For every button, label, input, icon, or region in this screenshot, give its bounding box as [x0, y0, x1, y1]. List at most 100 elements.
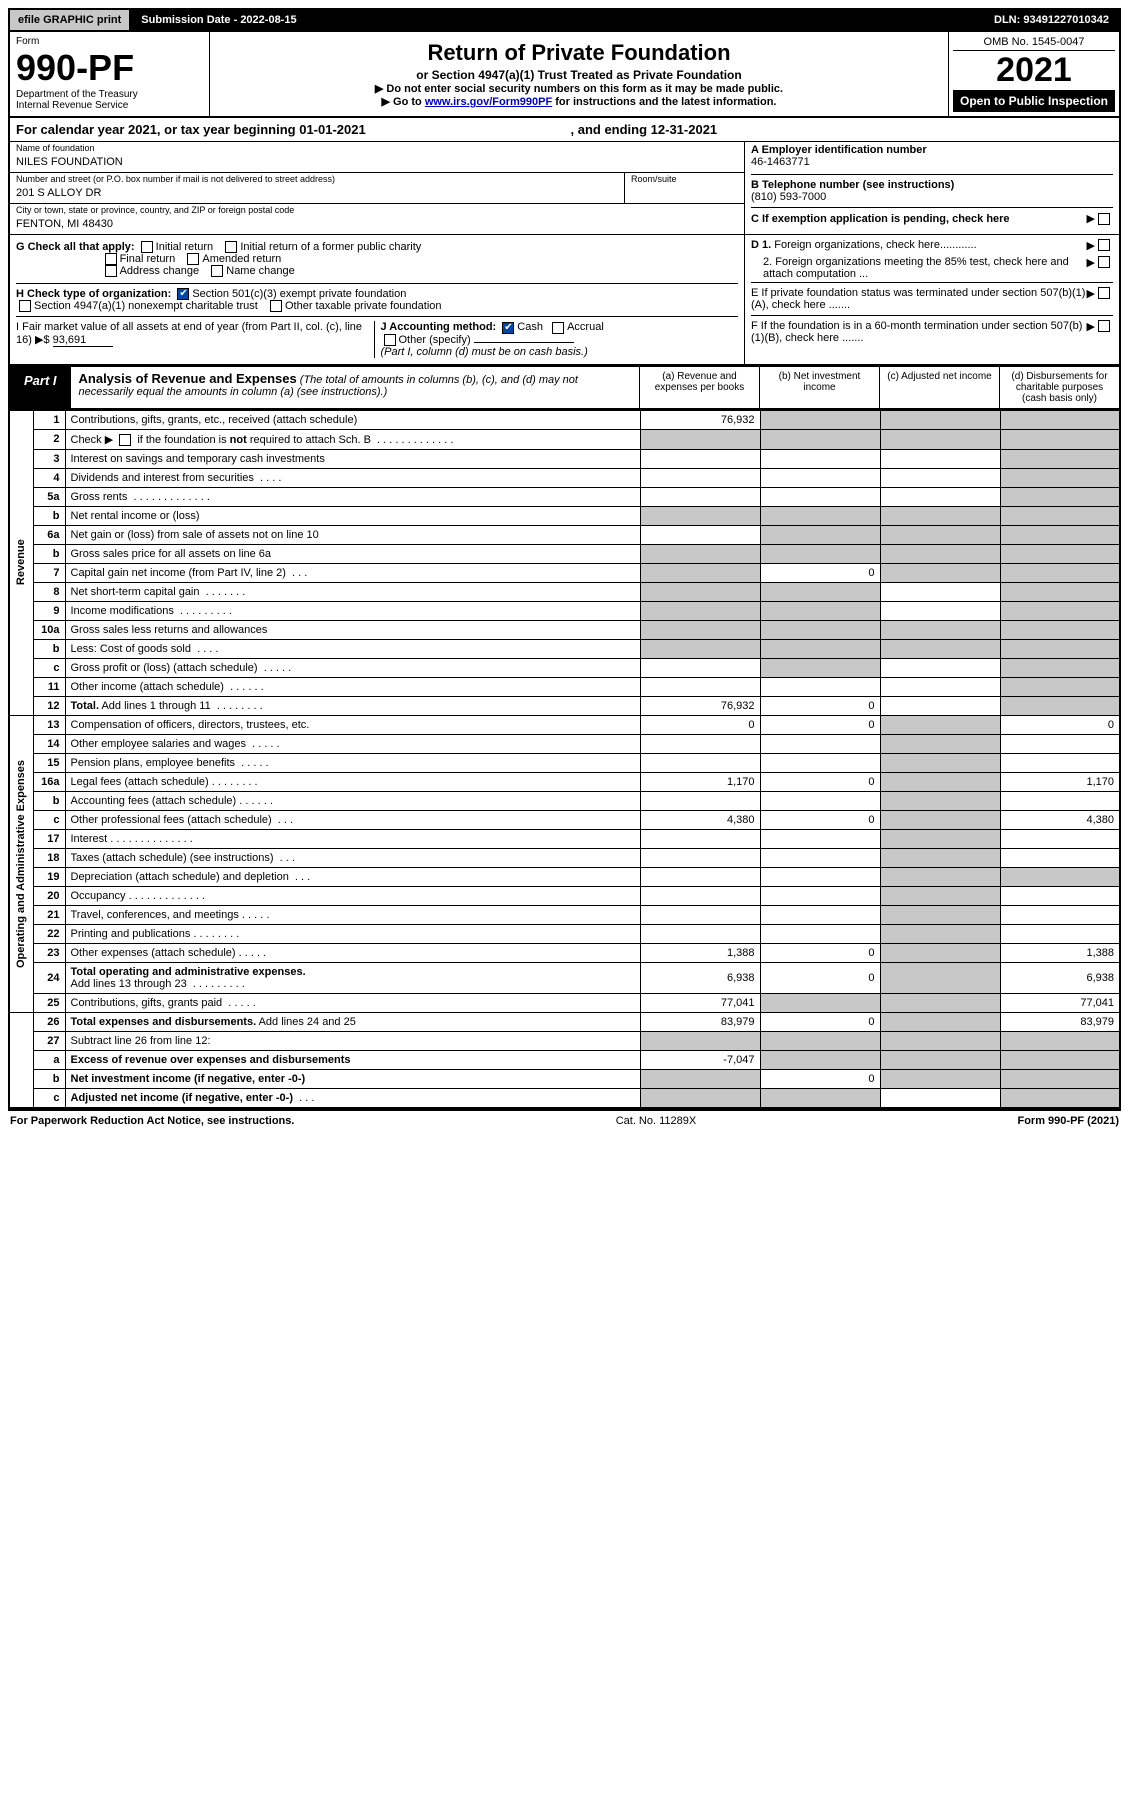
chk-501c3[interactable] — [177, 288, 189, 300]
opt-amended-return: Amended return — [202, 253, 281, 265]
table-row: bGross sales price for all assets on lin… — [9, 544, 1120, 563]
val-a: 6,938 — [640, 962, 760, 993]
lineno: 8 — [33, 582, 65, 601]
lineno: 15 — [33, 753, 65, 772]
cal-year-begin: For calendar year 2021, or tax year begi… — [10, 118, 565, 141]
submission-date: Submission Date - 2022-08-15 — [131, 10, 306, 30]
side-block-top: A Employer identification number 46-1463… — [744, 142, 1119, 234]
line-desc: Net investment income (if negative, ente… — [65, 1069, 640, 1088]
form-word: Form — [16, 36, 203, 47]
lineno: c — [33, 658, 65, 677]
checks-row: G Check all that apply: Initial return I… — [8, 235, 1121, 365]
line-desc: Travel, conferences, and meetings . . . … — [65, 905, 640, 924]
table-row: 14Other employee salaries and wages . . … — [9, 734, 1120, 753]
lineno: 23 — [33, 943, 65, 962]
line-desc: Adjusted net income (if negative, enter … — [65, 1088, 640, 1108]
col-d-hdr: (d) Disbursements for charitable purpose… — [999, 367, 1119, 408]
phone-value: (810) 593-7000 — [751, 191, 1113, 203]
chk-cash[interactable] — [502, 322, 514, 334]
val-a: 76,932 — [640, 696, 760, 715]
chk-f[interactable] — [1098, 320, 1110, 332]
line-desc: Gross sales price for all assets on line… — [65, 544, 640, 563]
val-a: -7,047 — [640, 1050, 760, 1069]
chk-other-taxable[interactable] — [270, 300, 282, 312]
chk-final-return[interactable] — [105, 253, 117, 265]
col-a-hdr: (a) Revenue and expenses per books — [639, 367, 759, 408]
line-desc: Total operating and administrative expen… — [65, 962, 640, 993]
calendar-year-row: For calendar year 2021, or tax year begi… — [8, 118, 1121, 142]
line-desc: Legal fees (attach schedule) . . . . . .… — [65, 772, 640, 791]
chk-e[interactable] — [1098, 287, 1110, 299]
chk-initial-return[interactable] — [141, 241, 153, 253]
opt-accrual: Accrual — [567, 321, 604, 333]
exemption-checkbox[interactable] — [1098, 213, 1110, 225]
note-link-post: for instructions and the latest informat… — [552, 96, 776, 108]
val-b: 0 — [760, 1069, 880, 1088]
tax-year: 2021 — [953, 51, 1115, 90]
ij-row: I Fair market value of all assets at end… — [16, 316, 738, 357]
table-row: 10aGross sales less returns and allowanc… — [9, 620, 1120, 639]
chk-amended-return[interactable] — [187, 253, 199, 265]
chk-4947[interactable] — [19, 300, 31, 312]
lineno: 4 — [33, 468, 65, 487]
arrow-icon: ▶ — [1087, 212, 1095, 225]
table-row: 25Contributions, gifts, grants paid . . … — [9, 993, 1120, 1012]
lineno: b — [33, 639, 65, 658]
f-label: F If the foundation is in a 60-month ter… — [751, 320, 1087, 344]
cal-year-end: , and ending 12-31-2021 — [565, 118, 1120, 141]
val-d: 4,380 — [1000, 810, 1120, 829]
lineno: 6a — [33, 525, 65, 544]
opt-name-change: Name change — [226, 265, 295, 277]
checks-left: G Check all that apply: Initial return I… — [10, 235, 744, 364]
j-note: (Part I, column (d) must be on cash basi… — [381, 346, 588, 358]
line-desc: Occupancy . . . . . . . . . . . . . — [65, 886, 640, 905]
exemption-label: C If exemption application is pending, c… — [751, 213, 1087, 225]
g-label: G Check all that apply: — [16, 241, 135, 253]
table-row: bAccounting fees (attach schedule) . . .… — [9, 791, 1120, 810]
opt-501c3: Section 501(c)(3) exempt private foundat… — [192, 288, 406, 300]
lineno: 22 — [33, 924, 65, 943]
irs-label: Internal Revenue Service — [16, 100, 203, 111]
val-b: 0 — [760, 563, 880, 582]
irs-link[interactable]: www.irs.gov/Form990PF — [425, 96, 552, 108]
part1-title: Analysis of Revenue and Expenses — [79, 371, 297, 386]
chk-other-method[interactable] — [384, 334, 396, 346]
chk-d1[interactable] — [1098, 239, 1110, 251]
note-link-pre: ▶ Go to — [382, 96, 425, 108]
efile-button[interactable]: efile GRAPHIC print — [10, 10, 131, 30]
val-b: 0 — [760, 696, 880, 715]
line-desc: Compensation of officers, directors, tru… — [65, 715, 640, 734]
lineno: b — [33, 1069, 65, 1088]
col-b-hdr: (b) Net investment income — [759, 367, 879, 408]
e-label: E If private foundation status was termi… — [751, 287, 1087, 311]
line-desc: Contributions, gifts, grants paid . . . … — [65, 993, 640, 1012]
lineno: b — [33, 506, 65, 525]
chk-addr-change[interactable] — [105, 265, 117, 277]
line-desc: Total expenses and disbursements. Add li… — [65, 1012, 640, 1031]
val-b: 0 — [760, 962, 880, 993]
val-d: 1,170 — [1000, 772, 1120, 791]
dept-treasury: Department of the Treasury — [16, 89, 203, 100]
lineno: c — [33, 1088, 65, 1108]
table-row: 27Subtract line 26 from line 12: — [9, 1031, 1120, 1050]
line-desc: Gross profit or (loss) (attach schedule)… — [65, 658, 640, 677]
header-right: OMB No. 1545-0047 2021 Open to Public In… — [949, 32, 1119, 116]
chk-accrual[interactable] — [552, 322, 564, 334]
chk-initial-pub[interactable] — [225, 241, 237, 253]
table-row: 19Depreciation (attach schedule) and dep… — [9, 867, 1120, 886]
table-row: 26Total expenses and disbursements. Add … — [9, 1012, 1120, 1031]
chk-sch-b[interactable] — [119, 434, 131, 446]
note-ssn: ▶ Do not enter social security numbers o… — [216, 82, 942, 95]
line-desc: Net rental income or (loss) — [65, 506, 640, 525]
val-a: 1,388 — [640, 943, 760, 962]
ein-label: A Employer identification number — [751, 144, 1113, 156]
chk-d2[interactable] — [1098, 256, 1110, 268]
lineno: a — [33, 1050, 65, 1069]
table-row: 17Interest . . . . . . . . . . . . . . — [9, 829, 1120, 848]
opt-initial-pub: Initial return of a former public charit… — [240, 241, 421, 253]
lineno: 10a — [33, 620, 65, 639]
val-d: 77,041 — [1000, 993, 1120, 1012]
val-d: 83,979 — [1000, 1012, 1120, 1031]
chk-name-change[interactable] — [211, 265, 223, 277]
line-desc: Capital gain net income (from Part IV, l… — [65, 563, 640, 582]
